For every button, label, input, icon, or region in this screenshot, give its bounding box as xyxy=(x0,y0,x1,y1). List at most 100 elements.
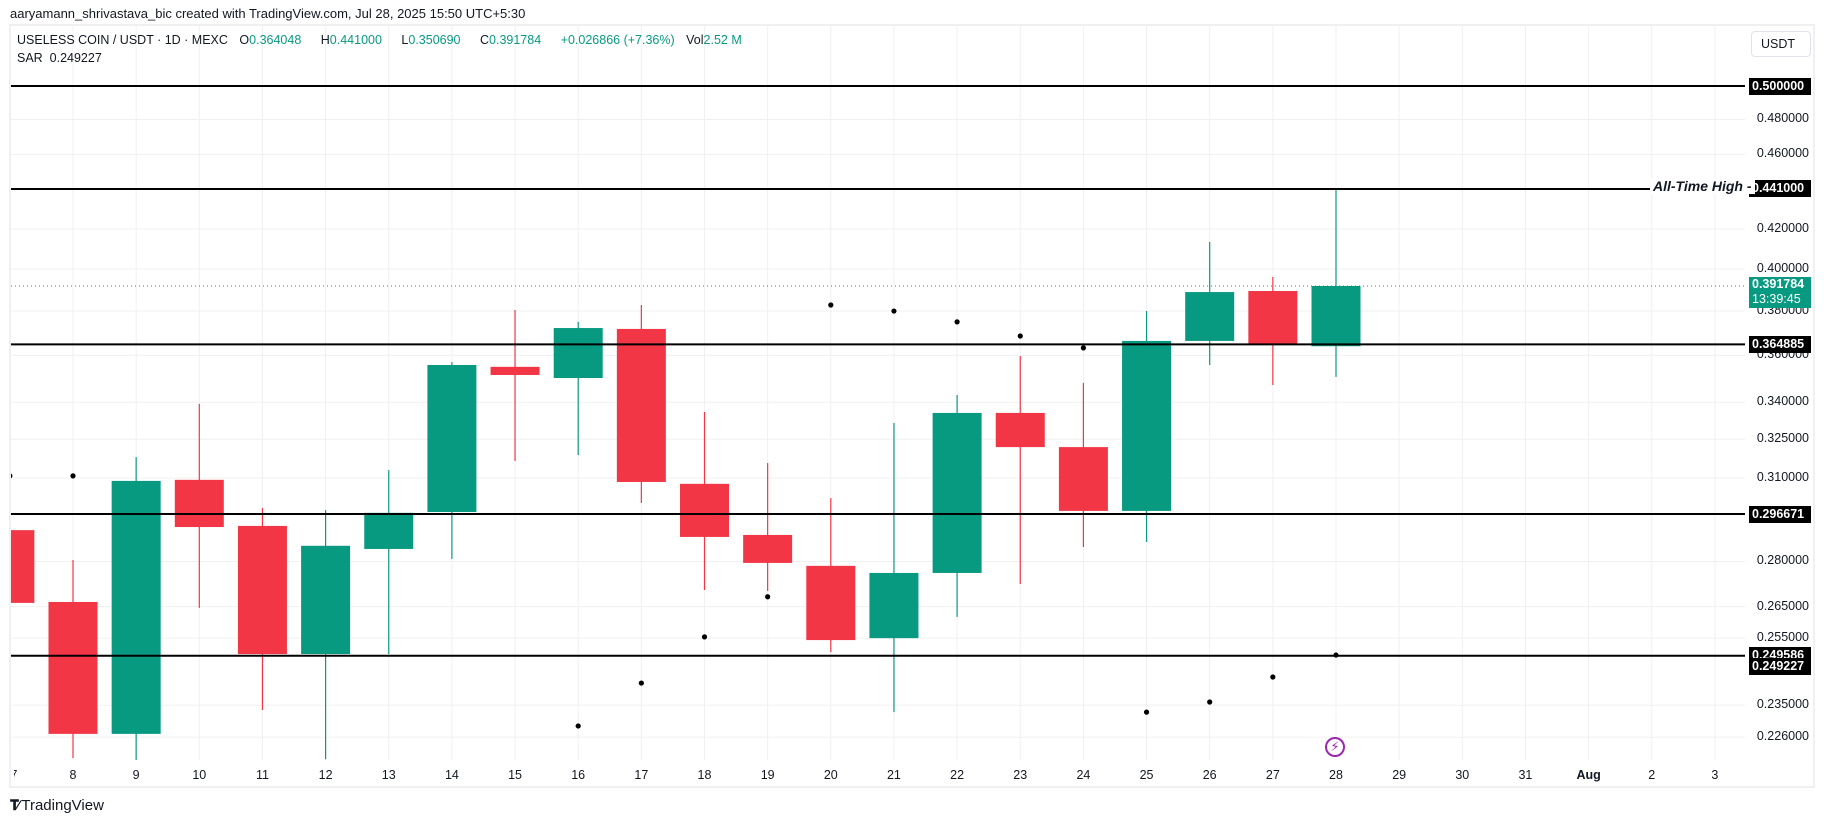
candle-down[interactable] xyxy=(0,530,35,603)
tradingview-logo-text: TradingView xyxy=(21,797,104,814)
sar-dot xyxy=(1270,674,1276,680)
candle-up[interactable] xyxy=(553,328,603,379)
sar-dot xyxy=(638,680,644,686)
level-price-tag: 0.364885 xyxy=(1749,335,1811,353)
tradingview-mark-icon: 𝐓∕ xyxy=(10,797,19,813)
time-tick-label: 28 xyxy=(1329,768,1343,782)
price-tick-label: 0.400000 xyxy=(1756,260,1809,275)
candle-up[interactable] xyxy=(1311,285,1361,347)
sar-dot xyxy=(1080,345,1086,351)
sar-dot xyxy=(1333,652,1339,658)
volume-value: 2.52 M xyxy=(703,33,742,47)
candle-up[interactable] xyxy=(364,512,414,549)
candle-down[interactable] xyxy=(1248,291,1298,345)
sar-dot xyxy=(575,723,581,729)
time-tick-label: 9 xyxy=(132,768,140,782)
candle-down[interactable] xyxy=(680,483,729,537)
candle-up[interactable] xyxy=(932,412,982,573)
candle-up[interactable] xyxy=(301,545,351,655)
time-tick-label: 11 xyxy=(255,768,269,782)
candle-down[interactable] xyxy=(806,565,856,641)
volume-label: Vol xyxy=(686,33,704,47)
time-tick-label: 21 xyxy=(886,768,901,782)
price-tick-label: 0.235000 xyxy=(1756,697,1809,712)
time-tick-label: Aug xyxy=(1576,768,1601,782)
last-price-value: 0.391784 xyxy=(1752,276,1805,291)
high-label: H xyxy=(320,33,330,47)
candle-down[interactable] xyxy=(616,328,666,482)
sar-dot xyxy=(1143,709,1150,715)
low-value: 0.350690 xyxy=(408,33,461,47)
time-tick-label: 20 xyxy=(823,768,838,782)
level-price-tag: 0.441000 xyxy=(1749,180,1811,198)
time-tick-label: 23 xyxy=(1013,768,1028,782)
candle-up[interactable] xyxy=(1185,292,1235,341)
level-price-tag: 0.296671 xyxy=(1749,505,1811,523)
candle-up[interactable] xyxy=(111,480,161,734)
candle-down[interactable] xyxy=(48,601,98,734)
high-value: 0.441000 xyxy=(329,33,382,47)
price-tick-label: 0.460000 xyxy=(1756,146,1809,161)
last-price-tag: 0.391784 13:39:45 xyxy=(1749,276,1811,308)
sar-dot xyxy=(11,473,13,479)
candles xyxy=(0,188,1361,760)
tradingview-logo[interactable]: 𝐓∕ TradingView xyxy=(10,797,104,814)
price-tick-label: 0.280000 xyxy=(1756,553,1809,568)
price-tick-label: 0.255000 xyxy=(1756,630,1809,645)
sar-dot xyxy=(70,473,76,479)
candle-down[interactable] xyxy=(743,534,793,563)
time-tick-label: 29 xyxy=(1392,768,1407,782)
time-tick-label: 31 xyxy=(1518,768,1533,782)
time-tick-label: 14 xyxy=(444,768,459,782)
price-tick-label: 0.340000 xyxy=(1756,394,1809,409)
time-tick-label: 8 xyxy=(69,768,77,782)
time-tick-label: 16 xyxy=(571,768,586,782)
time-tick-label: 18 xyxy=(697,768,712,782)
sar-dot xyxy=(765,594,771,600)
open-value: 0.364048 xyxy=(249,33,302,47)
sar-dots xyxy=(11,302,1339,729)
sar-dot xyxy=(891,308,897,314)
candle-down[interactable] xyxy=(995,412,1045,448)
sar-indicator-legend[interactable]: SAR 0.249227 xyxy=(17,51,102,65)
lightning-event-icon[interactable]: ⚡︎ xyxy=(1325,737,1345,757)
currency-unit-button[interactable]: USDT xyxy=(1751,31,1811,57)
close-label: C xyxy=(480,33,490,47)
candle-up[interactable] xyxy=(869,572,919,639)
all-time-high-annotation: All-Time High - xyxy=(1650,178,1755,194)
bar-countdown: 13:39:45 xyxy=(1752,291,1801,306)
candle-down[interactable] xyxy=(490,366,540,375)
time-tick-label: 25 xyxy=(1139,768,1154,782)
price-tick-label: 0.265000 xyxy=(1756,598,1809,613)
level-price-tag: 0.500000 xyxy=(1749,77,1811,95)
candle-up[interactable] xyxy=(427,364,477,513)
sar-value: 0.249227 xyxy=(49,51,102,65)
time-tick-label: 22 xyxy=(950,768,965,782)
chart-attribution: aaryamann_shrivastava_bic created with T… xyxy=(10,6,526,21)
chart-frame xyxy=(9,24,1815,788)
price-tick-label: 0.480000 xyxy=(1756,111,1809,126)
candle-down[interactable] xyxy=(174,479,224,528)
candle-up[interactable] xyxy=(1122,340,1172,511)
sar-dot xyxy=(1017,333,1023,339)
sar-dot xyxy=(701,634,708,640)
sar-label: SAR xyxy=(17,51,43,65)
time-tick-label: 12 xyxy=(318,768,333,782)
close-value: 0.391784 xyxy=(489,33,542,47)
low-label: L xyxy=(401,33,409,47)
candle-down[interactable] xyxy=(1058,447,1108,511)
time-tick-label: 30 xyxy=(1455,768,1470,782)
time-tick-label: 7 xyxy=(10,768,18,782)
price-tick-label: 0.310000 xyxy=(1756,469,1809,484)
time-tick-label: 10 xyxy=(192,768,207,782)
sar-dot xyxy=(828,302,834,308)
price-tick-label: 0.226000 xyxy=(1756,729,1809,744)
change-value: +0.026866 (+7.36%) xyxy=(560,33,675,47)
symbol-title[interactable]: USELESS COIN / USDT · 1D · MEXC xyxy=(17,33,228,47)
candle-down[interactable] xyxy=(237,525,287,655)
price-tick-label: 0.325000 xyxy=(1756,431,1809,446)
sar-price-tag: 0.249227 xyxy=(1749,657,1811,675)
time-tick-label: 3 xyxy=(1711,768,1719,782)
time-tick-label: 26 xyxy=(1202,768,1217,782)
